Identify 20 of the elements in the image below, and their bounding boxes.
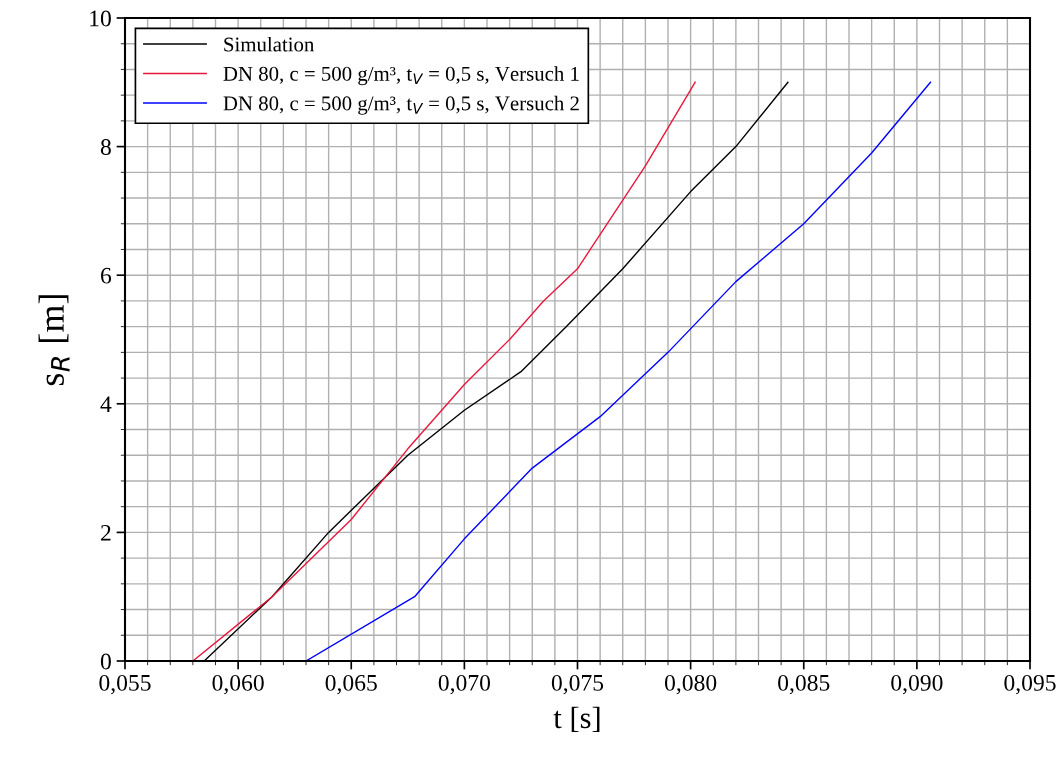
y-tick-label: 2 [101, 524, 111, 541]
x-tick-label: 0,090 [891, 674, 943, 695]
legend-label: DN 80, c = 500 g/m³, t$_{V}$ = 0,5 s, Versuch 1 [223, 66, 579, 86]
y-tick-label: 0 [100, 653, 111, 670]
x-tick-label: 0,095 [1004, 674, 1056, 695]
legend-label: Simulation [224, 36, 315, 52]
y-tick-label: 6 [101, 267, 112, 284]
x-tick-label: 0,070 [438, 674, 491, 695]
legend-label: DN 80, c = 500 g/m³, t$_{V}$ = 0,5 s, Versuch 2 [223, 95, 579, 115]
x-axis-title: t [s] [553, 706, 600, 733]
y-axis-title: s$_{R}$ [m] [38, 295, 70, 386]
x-tick-label: 0,075 [551, 674, 604, 695]
y-tick-label: 8 [100, 139, 111, 156]
y-tick-label: 10 [90, 10, 111, 27]
x-tick-label: 0,060 [212, 674, 264, 695]
x-tick-label: 0,065 [325, 674, 377, 695]
x-tick-label: 0,055 [99, 674, 151, 695]
y-tick-label: 4 [100, 396, 112, 412]
x-tick-label: 0,080 [664, 674, 717, 695]
x-tick-label: 0,085 [778, 674, 830, 695]
